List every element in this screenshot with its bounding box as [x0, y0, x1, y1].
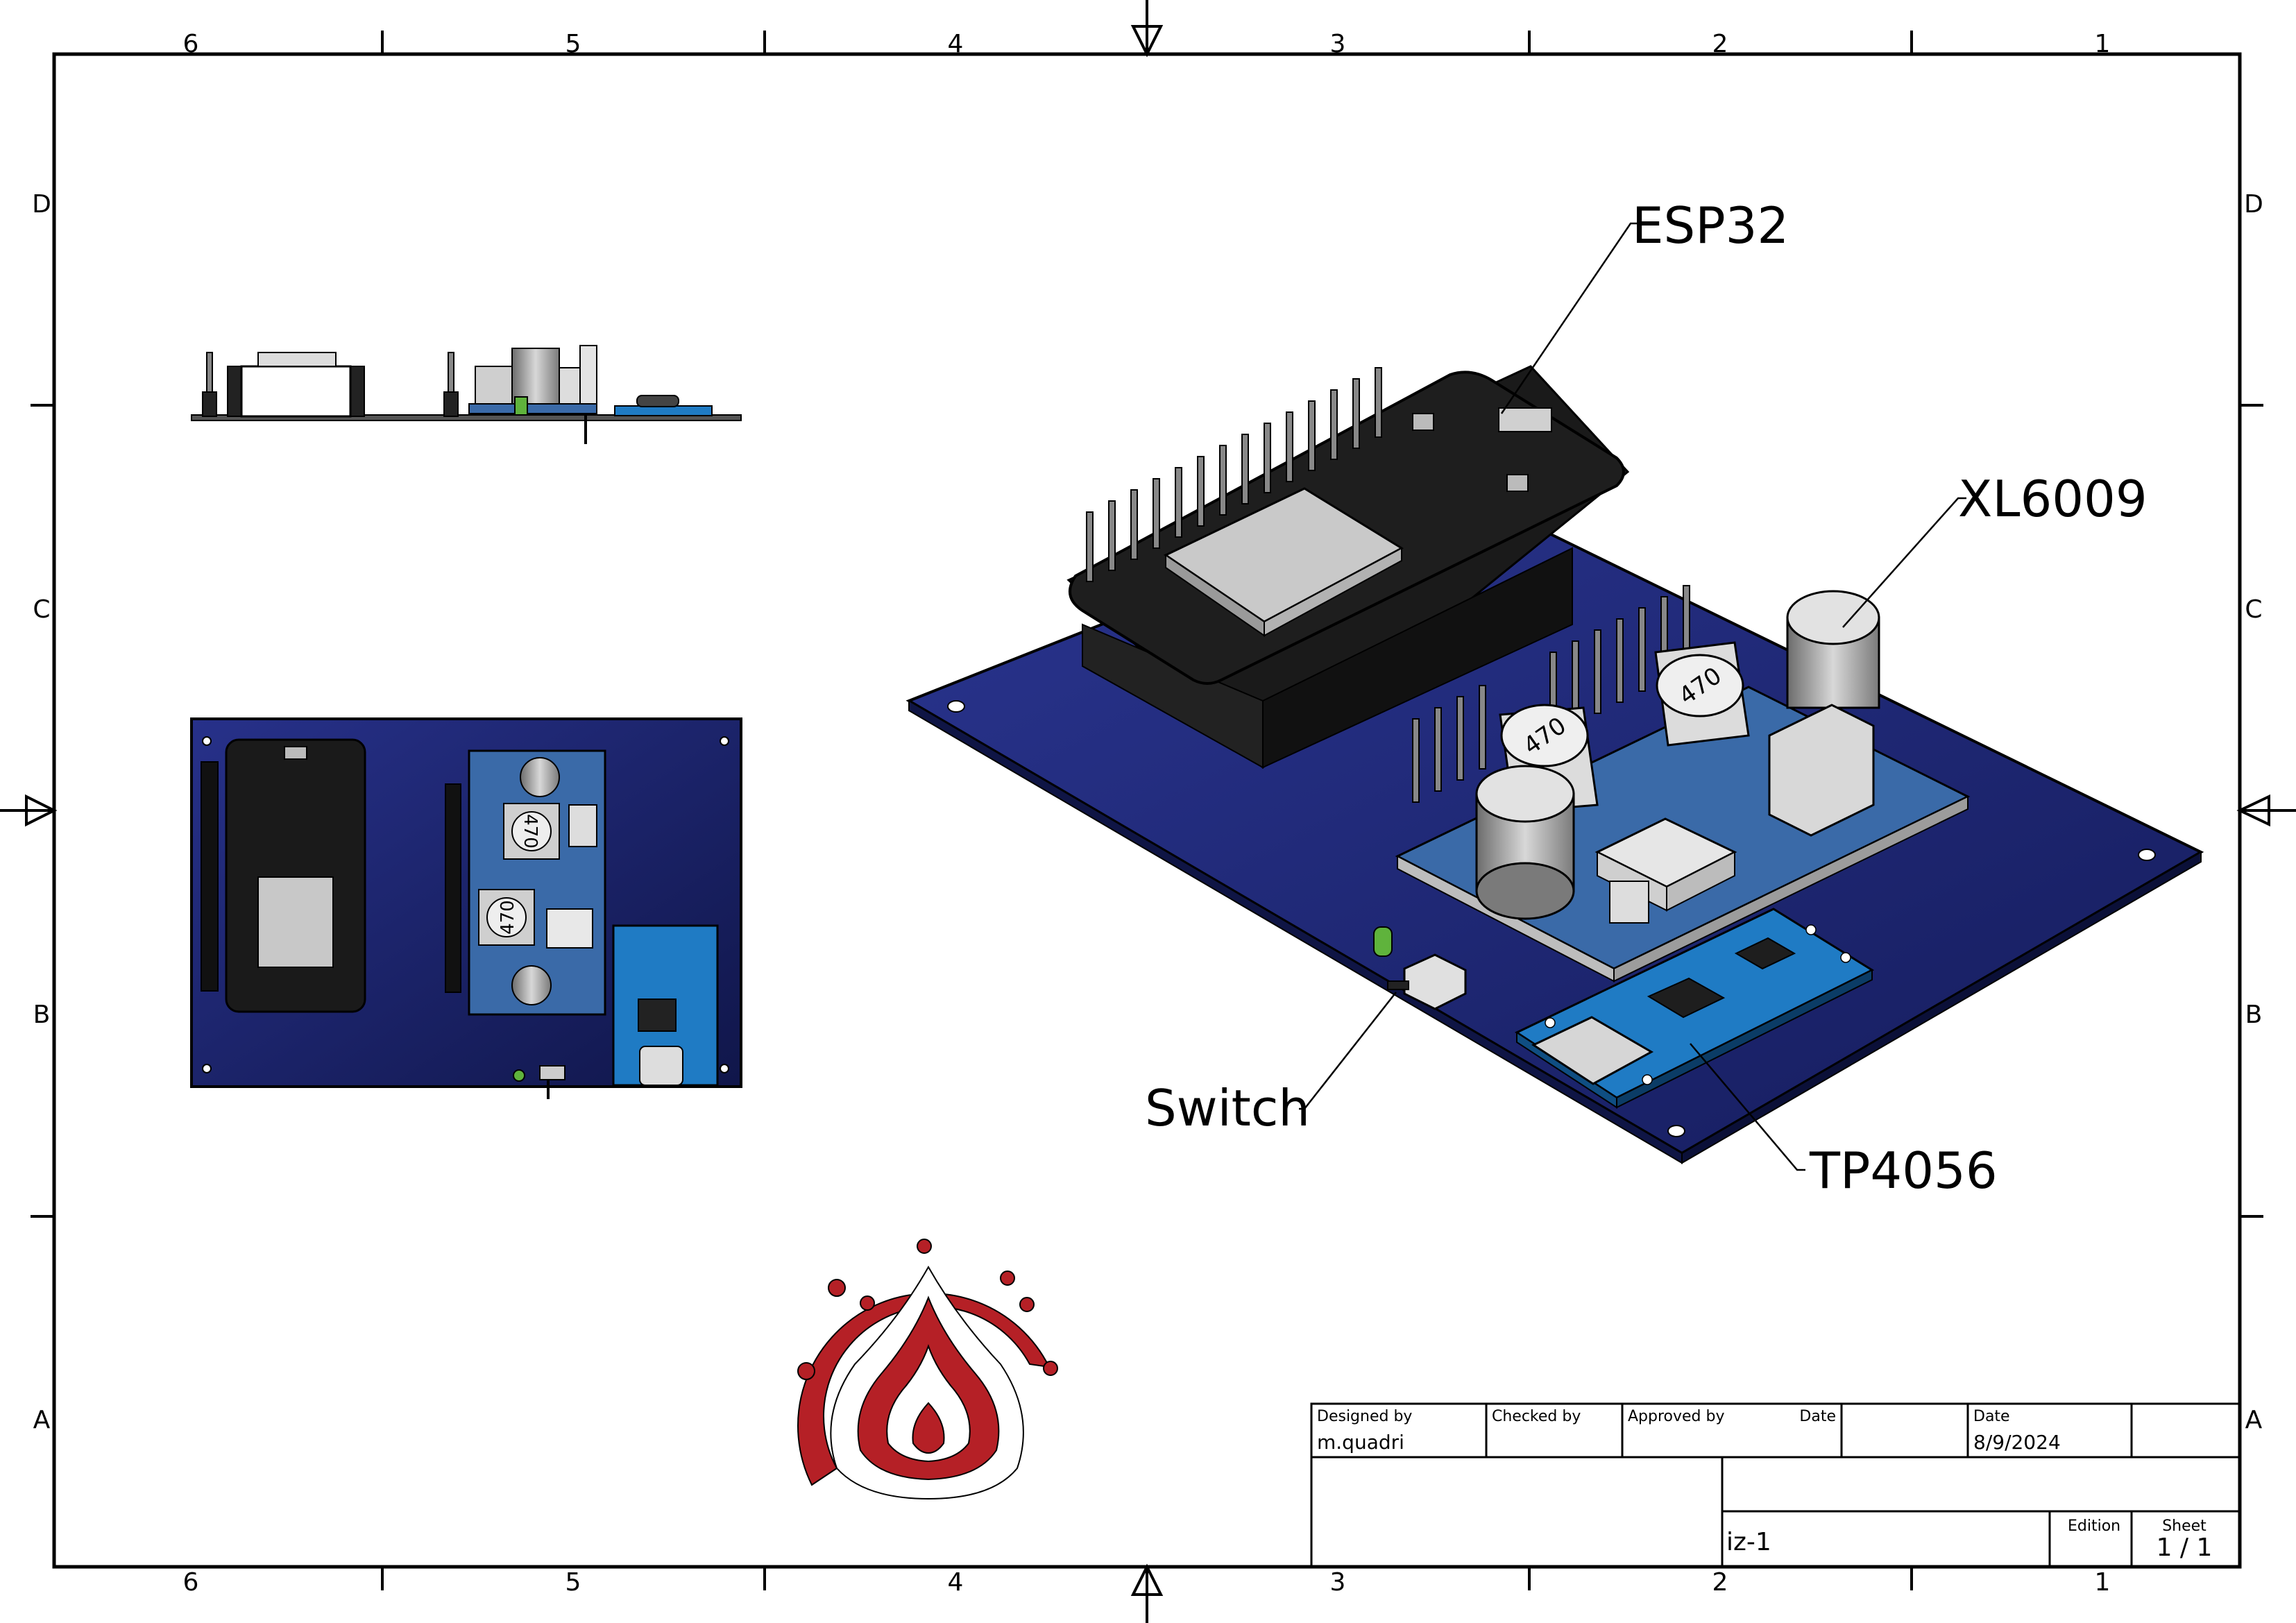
zone-row-left-c: C — [33, 595, 50, 624]
switch-component — [1373, 926, 1467, 1010]
company-logo — [797, 1239, 1058, 1500]
top-inductor-label-2: 470 — [498, 900, 518, 935]
approved-date-label: Date — [1799, 1408, 1836, 1425]
callout-xl6009: XL6009 — [1958, 470, 2148, 528]
zone-col-top-4: 4 — [948, 30, 964, 58]
zone-row-left-b: B — [33, 1001, 51, 1029]
esp32-module — [1066, 365, 1630, 770]
top-inductor-label-1: 470 — [520, 814, 541, 849]
approved-by-label: Approved by — [1628, 1408, 1725, 1425]
zone-col-bottom-6: 6 — [183, 1568, 199, 1597]
designed-by-label: Designed by — [1317, 1408, 1412, 1425]
zone-row-right-b: B — [2245, 1001, 2263, 1029]
checked-by-label: Checked by — [1492, 1408, 1581, 1425]
isometric-view: 470 470 — [905, 196, 2204, 1200]
xl6009-module: 470 470 — [1395, 585, 1971, 983]
zone-row-left-a: A — [33, 1406, 51, 1434]
callout-leaders — [1299, 222, 1966, 1171]
zone-col-top-3: 3 — [1330, 30, 1346, 58]
sheet-number: 1 / 1 — [2157, 1533, 2213, 1562]
drawing-name: iz-1 — [1726, 1528, 1771, 1556]
zone-row-right-c: C — [2245, 595, 2262, 624]
led — [1373, 926, 1393, 957]
zone-col-top-5: 5 — [566, 30, 581, 58]
zone-col-top-6: 6 — [183, 30, 199, 58]
zone-col-top-1: 1 — [2095, 30, 2111, 58]
date-label: Date — [1973, 1408, 2010, 1425]
callout-esp32: ESP32 — [1632, 196, 1789, 255]
designed-by-value: m.quadri — [1317, 1431, 1404, 1454]
callout-switch: Switch — [1145, 1079, 1310, 1137]
callout-tp4056: TP4056 — [1809, 1141, 1998, 1200]
side-view — [191, 345, 742, 444]
sheet-label: Sheet — [2162, 1518, 2206, 1535]
zone-col-bottom-1: 1 — [2095, 1568, 2111, 1597]
zone-col-bottom-5: 5 — [566, 1568, 581, 1597]
title-block: Designed by Checked by Approved by Date … — [1310, 1402, 2241, 1568]
top-view: 470 470 — [190, 717, 742, 1099]
date-value: 8/9/2024 — [1973, 1431, 2061, 1454]
zone-col-bottom-4: 4 — [948, 1568, 964, 1597]
zone-col-top-2: 2 — [1712, 30, 1728, 58]
zone-col-bottom-3: 3 — [1330, 1568, 1346, 1597]
edition-label: Edition — [2068, 1518, 2120, 1535]
zone-row-left-d: D — [32, 190, 51, 219]
zone-col-bottom-2: 2 — [1712, 1568, 1728, 1597]
zone-row-right-a: A — [2245, 1406, 2263, 1434]
tp4056-module — [1514, 908, 1875, 1109]
zone-row-right-d: D — [2244, 190, 2263, 219]
